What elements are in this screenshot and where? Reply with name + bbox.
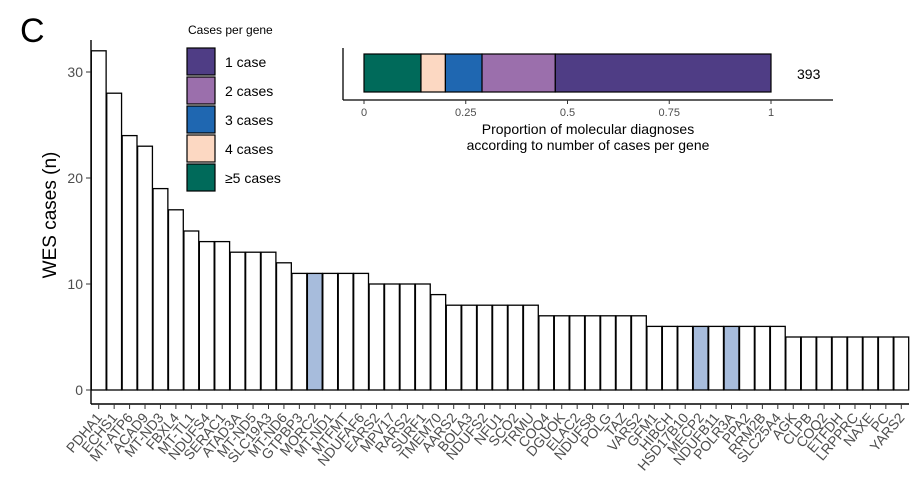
bar-fbxl4 [167, 209, 184, 391]
inset-chart: 0 0.25 0.5 0.75 1 Proportion of molecular dia… [342, 48, 833, 153]
bar-polg [599, 315, 617, 391]
bar-atad3a [229, 251, 246, 391]
bar-serac1 [214, 240, 231, 391]
inset-segment [554, 53, 772, 93]
bar-pc [877, 336, 894, 391]
main-bars [90, 50, 910, 391]
inset-segment [420, 53, 447, 93]
bar-slc19a3 [260, 251, 277, 391]
bar-slc25a4 [769, 325, 786, 391]
bar-mt-nd5 [244, 251, 262, 391]
bar-coq2 [816, 336, 833, 391]
bar-ears2 [368, 283, 385, 391]
y-tick-label: 0 [75, 382, 83, 398]
bar-gfm1 [646, 325, 663, 391]
bar-morc2 [306, 272, 323, 391]
bar-elac2 [569, 315, 586, 391]
bar-hsd17b10 [677, 325, 694, 391]
bar-polr3a [723, 325, 740, 391]
bar-lrpprc [846, 336, 864, 391]
bar-mecp2 [692, 325, 709, 391]
y-tick-label: 30 [67, 64, 83, 80]
bar-mt-tl1 [183, 230, 200, 391]
bar-mt-nd3 [152, 187, 169, 391]
inset-tick-label: 0.75 [659, 107, 680, 119]
bar-nfu1 [491, 304, 509, 391]
bar-mt-atp6 [121, 134, 138, 391]
bar-ndufs8 [584, 315, 601, 391]
bar-mt-nd6 [275, 262, 292, 391]
legend-label: 2 cases [225, 83, 273, 99]
bar-mtfmt [337, 272, 354, 391]
legend-swatch [186, 47, 216, 76]
bar-trmu [522, 304, 539, 391]
legend-swatch [186, 105, 216, 134]
bar-dguok [553, 315, 570, 391]
bar-hibch [661, 325, 678, 391]
inset-tick-label: 0.25 [455, 107, 476, 119]
bar-pdha1 [90, 50, 107, 391]
bar-ndufb11 [708, 325, 725, 391]
legend-label: 3 cases [225, 112, 273, 128]
inset-tick-label: 1 [768, 107, 774, 119]
bar-surf1 [414, 283, 431, 391]
legend-swatch [186, 76, 216, 105]
bar-rrm2b [754, 325, 771, 391]
bar-naxe [862, 336, 879, 391]
bar-echs1 [106, 92, 123, 391]
inset-tick-label: 0 [361, 107, 367, 119]
bar-sco2 [507, 304, 524, 391]
panel-label: C [20, 12, 45, 50]
bar-gtpbp3 [291, 272, 308, 391]
bar-yars2 [893, 336, 910, 391]
bar-bola3 [461, 304, 478, 391]
legend-label: ≥5 cases [225, 170, 281, 186]
bar-taz [615, 315, 632, 391]
bar-ndufs4 [198, 240, 215, 391]
bar-etfdh [831, 336, 848, 391]
inset-segment [481, 53, 556, 93]
y-axis-title: WES cases (n) [40, 152, 61, 279]
inset-segment [363, 53, 422, 93]
bar-mt-nd1 [322, 272, 339, 391]
legend-title: Cases per gene [188, 23, 273, 37]
legend: Cases per gene 1 case 2 cases 3 cases 4 cas… [186, 23, 281, 192]
legend-swatch [186, 134, 216, 163]
bar-clpb [800, 336, 817, 391]
bar-vars2 [630, 315, 647, 391]
bar-rars2 [399, 283, 416, 391]
inset-total-label: 393 [797, 66, 821, 82]
inset-x-axis-title: according to number of cases per gene [467, 137, 710, 153]
bar-ndufs2 [476, 304, 493, 391]
bar-coq4 [538, 315, 555, 391]
y-tick-label: 20 [67, 170, 83, 186]
legend-swatch [186, 163, 216, 192]
inset-segment [444, 53, 483, 93]
bar-ppa2 [738, 325, 756, 391]
bar-ndufaf6 [353, 272, 370, 391]
bar-agk [785, 336, 802, 391]
inset-x-axis-title: Proportion of molecular diagnoses [482, 121, 694, 137]
bar-aars2 [445, 304, 462, 391]
bar-tmem70 [430, 293, 447, 391]
legend-label: 1 case [225, 54, 266, 70]
bar-acad9 [136, 145, 154, 391]
inset-tick-label: 0.5 [560, 107, 575, 119]
legend-label: 4 cases [225, 141, 273, 157]
bar-mpv17 [383, 283, 401, 391]
y-tick-label: 10 [67, 276, 83, 292]
